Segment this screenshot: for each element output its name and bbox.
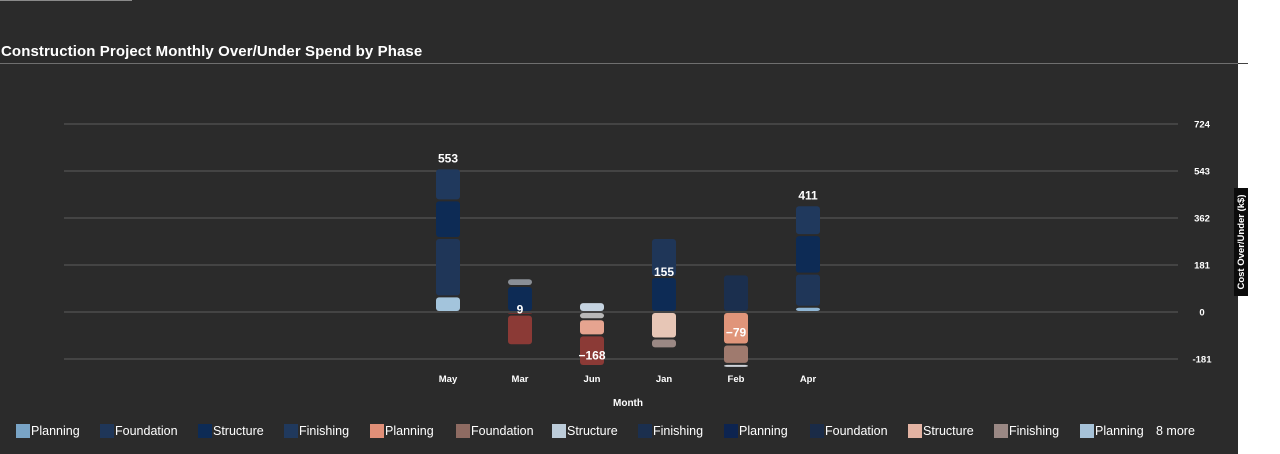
y-tick-label: 362 xyxy=(1194,214,1210,225)
y-tick-label: 181 xyxy=(1194,261,1211,272)
legend-item[interactable]: Finishing xyxy=(994,424,1080,438)
y-axis-label: Cost Over/Under (k$) xyxy=(1236,194,1247,289)
legend-item[interactable]: Structure xyxy=(908,424,994,438)
total-label: −168 xyxy=(578,349,605,363)
total-label: 155 xyxy=(654,265,674,279)
bar-segment xyxy=(580,303,604,311)
legend-item[interactable]: Finishing xyxy=(638,424,724,438)
bar-segment xyxy=(652,238,676,276)
legend-label: Planning xyxy=(1095,424,1144,438)
y-tick-labels: -181 0 181 362 543 724 xyxy=(1192,120,1212,366)
total-label: 9 xyxy=(517,303,524,317)
legend-swatch xyxy=(198,424,212,438)
bar-segment xyxy=(508,313,532,314)
legend-label: Planning xyxy=(385,424,434,438)
legend-item[interactable]: Planning xyxy=(1080,424,1156,438)
y-tick-label: 0 xyxy=(1199,308,1204,319)
chart-panel xyxy=(0,0,1238,454)
bar-segment xyxy=(436,169,460,200)
legend-item[interactable]: Foundation xyxy=(810,424,908,438)
legend: Planning Foundation Structure Finishing Plan… xyxy=(16,422,1195,440)
x-tick-labels: May Mar Jun Jan Feb Apr xyxy=(439,374,817,385)
y-tick-label: -181 xyxy=(1192,355,1212,366)
total-label: −79 xyxy=(726,326,747,340)
bars xyxy=(436,169,820,367)
bar-segment xyxy=(796,236,820,273)
legend-swatch xyxy=(1080,424,1094,438)
legend-label: Structure xyxy=(213,424,264,438)
legend-label: Structure xyxy=(567,424,618,438)
legend-swatch xyxy=(552,424,566,438)
x-tick-label: Feb xyxy=(728,374,745,385)
bar-segment xyxy=(652,277,676,311)
total-labels: 553 9 −168 155 −79 411 xyxy=(438,151,818,362)
bar-segment xyxy=(436,201,460,237)
chart-title: Construction Project Monthly Over/Under … xyxy=(1,43,423,60)
legend-item[interactable]: Foundation xyxy=(100,424,198,438)
bar-segment xyxy=(724,345,748,363)
legend-swatch xyxy=(724,424,738,438)
legend-swatch xyxy=(370,424,384,438)
bar-segment xyxy=(580,313,604,319)
title-divider xyxy=(0,63,1238,64)
bar-segment xyxy=(652,313,676,338)
total-label: 553 xyxy=(438,151,458,165)
total-label: 411 xyxy=(798,188,818,202)
bar-segment xyxy=(580,320,604,335)
legend-swatch xyxy=(638,424,652,438)
bar-segment xyxy=(724,275,748,311)
legend-item[interactable]: Planning xyxy=(724,424,810,438)
legend-item[interactable]: Planning xyxy=(16,424,100,438)
y-tick-label: 543 xyxy=(1194,167,1210,178)
x-tick-label: Apr xyxy=(800,374,817,385)
bar-segment xyxy=(508,315,532,345)
bar-segment xyxy=(724,313,748,344)
legend-label: Foundation xyxy=(825,424,888,438)
legend-swatch xyxy=(810,424,824,438)
legend-swatch xyxy=(284,424,298,438)
legend-label: Foundation xyxy=(471,424,534,438)
bar-segment xyxy=(796,274,820,306)
legend-item[interactable]: Structure xyxy=(552,424,638,438)
grid-lines xyxy=(64,123,1178,360)
y-axis-title-box: Cost Over/Under (k$) xyxy=(1234,188,1248,296)
bar-segment xyxy=(508,279,532,286)
x-tick-label: Jan xyxy=(656,374,673,385)
legend-swatch xyxy=(16,424,30,438)
legend-item[interactable]: Foundation xyxy=(456,424,552,438)
legend-item[interactable]: Finishing xyxy=(284,424,370,438)
outer-tick-mark xyxy=(1238,63,1248,64)
legend-swatch xyxy=(908,424,922,438)
legend-swatch xyxy=(456,424,470,438)
legend-item[interactable]: Planning xyxy=(370,424,456,438)
legend-label: Planning xyxy=(739,424,788,438)
legend-swatch xyxy=(100,424,114,438)
x-tick-label: May xyxy=(439,374,458,385)
bar-segment xyxy=(652,339,676,348)
legend-more-button[interactable]: 8 more xyxy=(1156,424,1195,438)
bar-segment xyxy=(508,287,532,311)
x-tick-label: Jun xyxy=(584,374,601,385)
bar-segment xyxy=(436,297,460,311)
bar-segment xyxy=(796,307,820,311)
bar-segment xyxy=(580,336,604,366)
legend-label: Finishing xyxy=(653,424,704,438)
x-tick-label: Mar xyxy=(512,374,529,385)
legend-label: Structure xyxy=(923,424,974,438)
legend-label: Finishing xyxy=(299,424,350,438)
y-tick-label: 724 xyxy=(1194,120,1211,131)
bar-segment xyxy=(436,238,460,296)
legend-swatch xyxy=(994,424,1008,438)
legend-label: Foundation xyxy=(115,424,178,438)
legend-label: Finishing xyxy=(1009,424,1060,438)
bar-segment xyxy=(724,364,748,367)
x-axis-label: Month xyxy=(613,398,643,409)
bar-segment xyxy=(796,206,820,235)
top-bar-line xyxy=(0,0,132,1)
legend-label: Planning xyxy=(31,424,80,438)
legend-item[interactable]: Structure xyxy=(198,424,284,438)
